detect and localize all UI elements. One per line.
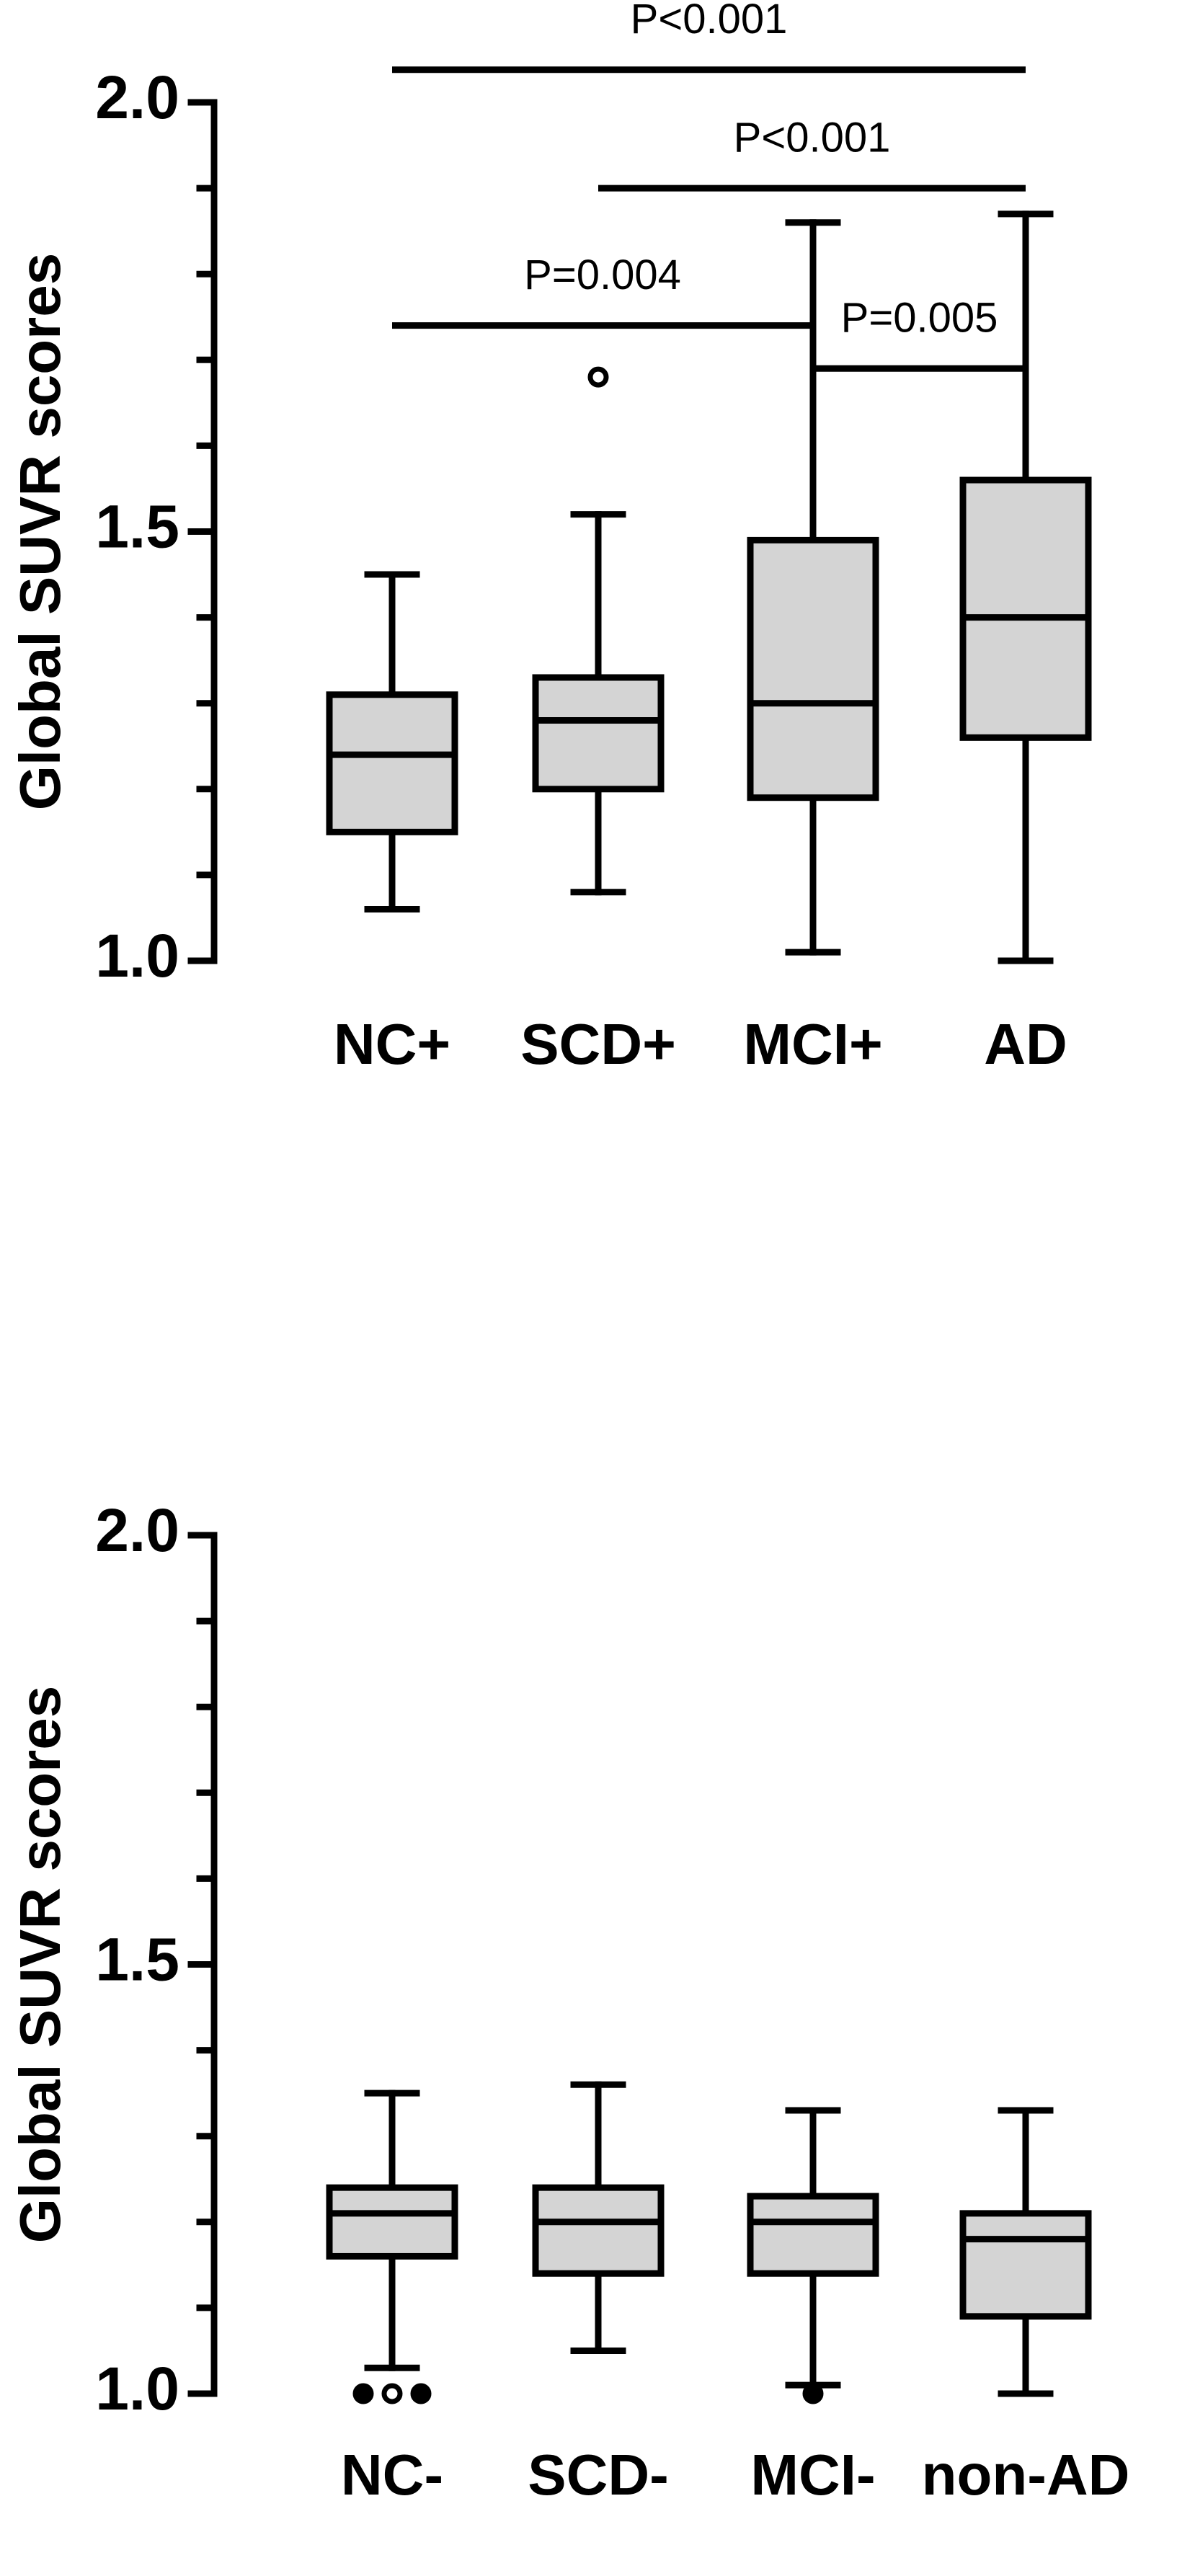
y-axis-label: Global SUVR scores	[8, 253, 72, 811]
x-tick-label: MCI+	[743, 1012, 882, 1076]
box	[532, 2184, 665, 2277]
box-chart: 1.0 1.5 2.0 Global SUVR scores NC- SCD- MCI-no…	[8, 1496, 1129, 2507]
significance-label: P<0.001	[631, 0, 788, 43]
y-tick-label: 1.0	[95, 922, 179, 990]
outlier	[410, 2383, 432, 2404]
x-tick-label: MCI-	[750, 2443, 875, 2507]
x-tick-label: NC+	[334, 1012, 450, 1076]
significance-label: P=0.004	[524, 252, 681, 298]
box-chart: 1.0 1.5 2.0 Global SUVR scores NC+ SCD+ MCI+ AD…	[8, 0, 1092, 1076]
x-tick-label: SCD-	[528, 2443, 669, 2507]
box	[326, 691, 458, 835]
x-tick-label: NC-	[341, 2443, 443, 2507]
y-tick-label: 1.5	[95, 1926, 179, 1994]
outlier	[352, 2383, 374, 2404]
y-tick-label: 1.0	[95, 2355, 179, 2422]
box	[959, 2210, 1092, 2320]
y-tick-label: 2.0	[95, 1496, 179, 1564]
box	[959, 476, 1092, 741]
y-axis-label: Global SUVR scores	[8, 1686, 72, 2244]
x-tick-label: AD	[984, 1012, 1067, 1076]
outlier	[587, 366, 609, 388]
significance-label: P=0.005	[841, 295, 998, 342]
box	[747, 536, 879, 801]
x-tick-label: SCD+	[520, 1012, 676, 1076]
significance-label: P<0.001	[734, 114, 891, 161]
y-tick-label: 1.5	[95, 493, 179, 561]
outlier	[802, 2383, 824, 2404]
box	[747, 2193, 879, 2277]
y-tick-label: 2.0	[95, 63, 179, 131]
box	[326, 2184, 458, 2260]
x-tick-label: non-AD	[922, 2443, 1130, 2507]
outlier	[381, 2383, 403, 2404]
box	[532, 674, 665, 793]
